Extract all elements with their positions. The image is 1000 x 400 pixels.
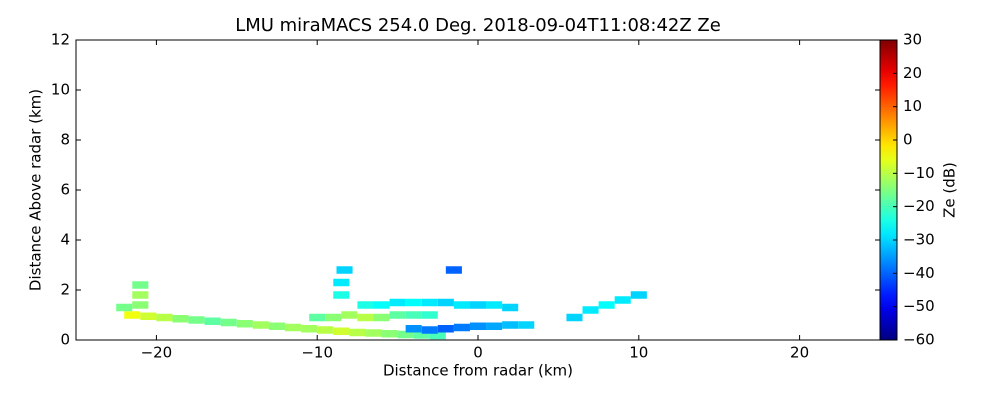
echo-cell (220, 318, 237, 327)
echo-cell (156, 313, 173, 322)
echo-cell (598, 301, 615, 309)
echo-cell (405, 298, 422, 307)
chart-title: LMU miraMACS 254.0 Deg. 2018-09-04T11:08… (235, 15, 721, 36)
echo-cell (453, 323, 470, 332)
y-axis-label: Distance Above radar (km) (27, 89, 45, 291)
echo-cell (357, 301, 374, 309)
echo-cell (582, 306, 599, 314)
echo-cell (317, 326, 334, 334)
colorbar-tick-label: 30 (903, 31, 922, 49)
colorbar-tick-label: 20 (903, 64, 922, 82)
echo-cell (389, 311, 406, 319)
y-tick-label: 10 (51, 81, 70, 99)
echo-cell (357, 313, 374, 322)
echo-cell (413, 331, 430, 339)
x-tick-label: 0 (473, 344, 483, 362)
echo-cell (566, 313, 583, 322)
echo-cell (132, 291, 149, 299)
y-tick-label: 12 (51, 31, 70, 49)
x-tick-label: −10 (301, 344, 333, 362)
y-tick-label: 2 (60, 281, 70, 299)
echo-cell (389, 298, 406, 307)
echo-cell (405, 311, 422, 319)
echo-cell (132, 281, 149, 289)
echo-cell (502, 303, 519, 312)
echo-cell (518, 321, 535, 329)
colorbar-tick-label: −40 (903, 264, 935, 282)
echo-cell (486, 322, 503, 330)
y-tick-label: 0 (60, 331, 70, 349)
echo-cell (437, 298, 454, 307)
echo-cell (437, 325, 454, 333)
echo-cell (421, 298, 438, 307)
echo-cell (614, 296, 631, 304)
echo-cell (486, 301, 503, 309)
echo-cell (373, 301, 390, 309)
echo-cell (381, 330, 398, 338)
echo-cell (373, 313, 390, 322)
echo-cell (453, 301, 470, 309)
y-tick-label: 6 (60, 181, 70, 199)
echo-cell (336, 266, 353, 274)
echo-cell (172, 315, 189, 323)
echo-cell (333, 278, 350, 287)
echo-cell (285, 323, 302, 332)
echo-cell (301, 325, 318, 333)
echo-cell (268, 322, 286, 330)
echo-cell (116, 303, 133, 312)
colorbar-tick-label: −50 (903, 297, 935, 315)
colorbar-tick-label: −30 (903, 231, 935, 249)
x-tick-label: 20 (790, 344, 809, 362)
x-tick-label: −20 (141, 344, 173, 362)
echo-cell (365, 329, 382, 337)
colorbar-tick-label: 0 (903, 131, 913, 149)
x-axis-label: Distance from radar (km) (383, 362, 573, 380)
colorbar (879, 39, 898, 341)
echo-cell (429, 331, 446, 340)
echo-cell (630, 291, 647, 299)
colorbar-tick-label: −20 (903, 197, 935, 215)
echo-cell (445, 266, 462, 274)
echo-cell (140, 312, 157, 320)
echo-cell (325, 313, 342, 322)
colorbar-tick-label: −10 (903, 164, 935, 182)
echo-cell (502, 321, 519, 329)
y-tick-label: 8 (60, 131, 70, 149)
echo-cell (132, 301, 149, 309)
echo-cell (188, 316, 205, 324)
y-tick-label: 4 (60, 231, 70, 249)
echo-cell (349, 328, 366, 337)
echo-cell (333, 291, 350, 299)
echo-cell (421, 311, 438, 319)
echo-cell (469, 322, 487, 330)
echo-cell (309, 313, 326, 322)
plot-frame (75, 39, 881, 341)
echo-cell (236, 320, 253, 328)
echo-cell (204, 317, 221, 325)
colorbar-tick-label: 10 (903, 97, 922, 115)
echo-cell (333, 327, 350, 335)
echo-cell (252, 321, 269, 329)
echo-cell (405, 325, 422, 333)
echo-cell (341, 311, 358, 319)
echo-cell (397, 330, 414, 339)
colorbar-label: Ze (dB) (941, 162, 959, 218)
echo-cell (124, 311, 141, 319)
echo-cell (421, 326, 438, 334)
x-tick-label: 10 (629, 344, 648, 362)
echo-cell (469, 301, 487, 309)
colorbar-tick-label: −60 (903, 331, 935, 349)
